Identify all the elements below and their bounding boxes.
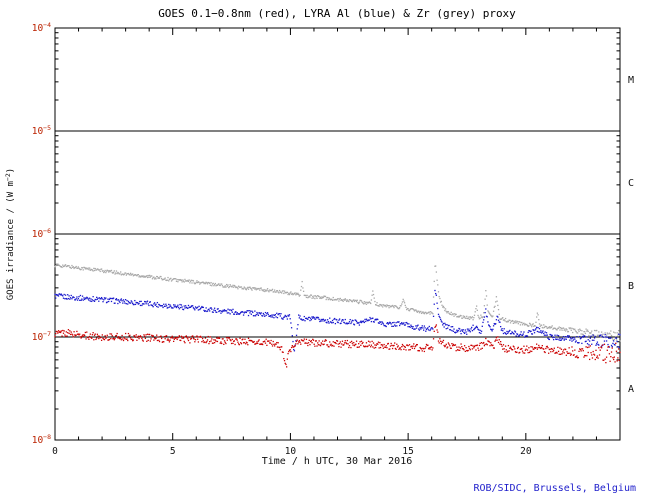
flare-class-label-C: C (628, 178, 634, 189)
y-axis-title: GOES irradiance / (W m−2) (4, 168, 16, 300)
x-tick-label: 15 (402, 446, 413, 457)
y-tick-label: 10−5 (32, 124, 51, 137)
series-zr-grey (54, 263, 621, 342)
x-tick-label: 0 (52, 446, 58, 457)
series-goes-red (54, 324, 621, 368)
flare-class-label-B: B (628, 281, 634, 292)
x-tick-label: 5 (170, 446, 176, 457)
credit-text: ROB/SIDC, Brussels, Belgium (473, 483, 636, 494)
x-tick-label: 20 (520, 446, 532, 457)
y-tick-label: 10−6 (32, 227, 51, 240)
axes: 0 5 10 15 20 10−8 10−7 10−6 10−5 10−4 M C B A GOES irr… (4, 21, 634, 457)
y-tick-label: 10−4 (32, 21, 51, 34)
series-al-blue (54, 289, 621, 352)
flare-class-label-M: M (628, 75, 634, 86)
flare-class-label-A: A (628, 384, 634, 395)
x-axis-title: Time / h UTC, 30 Mar 2016 (262, 456, 413, 467)
y-tick-label: 10−8 (32, 433, 51, 446)
x-tick-label: 10 (285, 446, 297, 457)
data-series (54, 263, 621, 368)
chart-title: GOES 0.1−0.8nm (red), LYRA Al (blue) & Z… (158, 7, 516, 20)
y-tick-label: 10−7 (32, 330, 51, 343)
